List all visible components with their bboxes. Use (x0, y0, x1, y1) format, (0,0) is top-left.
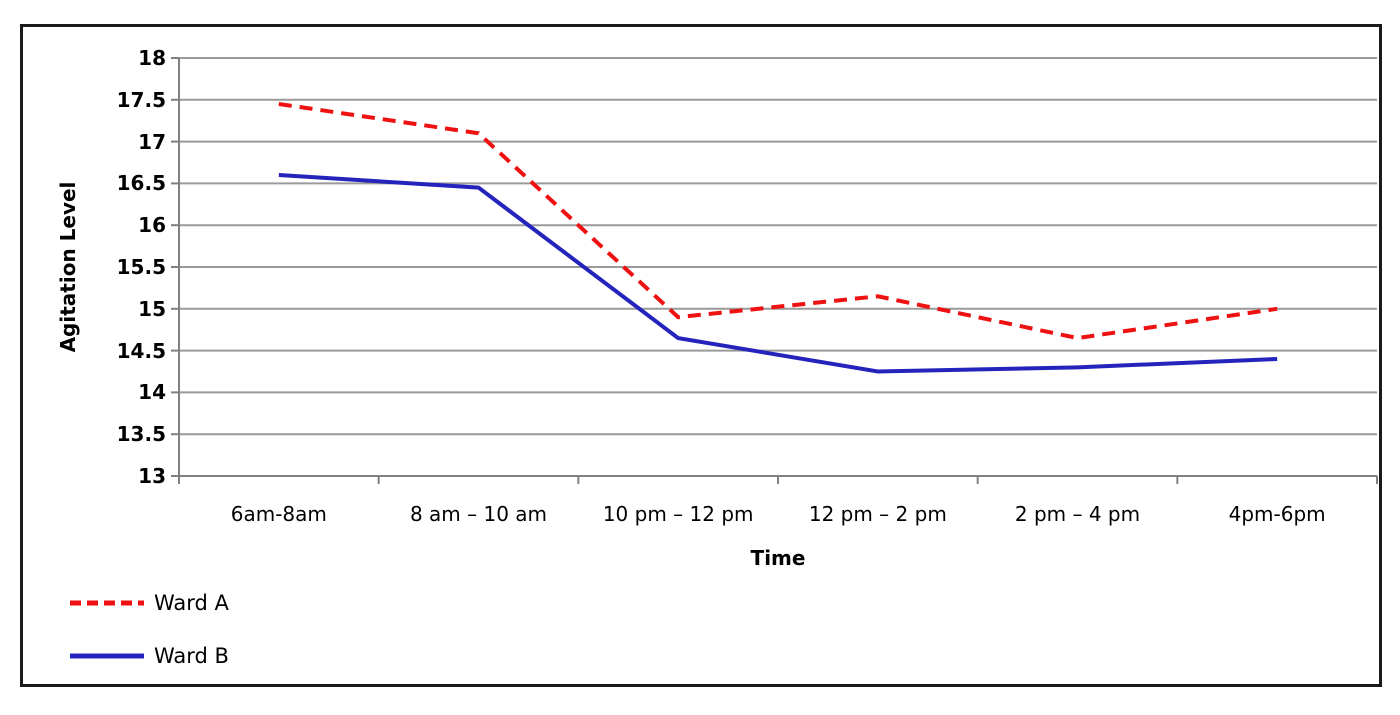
y-tick-label: 16 (138, 213, 166, 238)
chart-frame (20, 24, 1382, 687)
x-category-label: 2 pm – 4 pm (1014, 502, 1141, 526)
series-line-ward-a (278, 102, 1278, 341)
legend-label-ward-b: Ward B (154, 644, 229, 668)
legend-item-ward-b: Ward B (70, 644, 229, 668)
x-category-label: 10 pm – 12 pm (602, 502, 754, 526)
y-tick-label: 16.5 (116, 171, 166, 196)
legend-label-ward-a: Ward A (154, 591, 229, 615)
y-tick-label: 18 (138, 46, 166, 70)
x-category-label: 4pm-6pm (1228, 502, 1326, 526)
y-tick-label: 15 (138, 296, 166, 321)
legend-line-swatch-ward-a (70, 600, 144, 606)
legend-line-swatch-ward-b (70, 653, 144, 659)
y-tick-label: 17 (138, 129, 166, 154)
x-category-label: 6am-8am (230, 502, 327, 526)
y-tick-label: 14 (138, 380, 166, 405)
y-tick-label: 13.5 (116, 422, 166, 447)
y-tick-label: 13 (138, 464, 166, 488)
x-category-label: 8 am – 10 am (409, 502, 548, 526)
x-category-label: 12 pm – 2 pm (808, 502, 947, 526)
y-axis-title: Agitation Level (56, 181, 80, 353)
legend-item-ward-a: Ward A (70, 591, 229, 615)
series-line-ward-b (278, 173, 1278, 374)
x-axis-title: Time (750, 546, 806, 570)
y-tick-label: 17.5 (116, 87, 166, 112)
y-tick-label: 15.5 (116, 255, 166, 279)
y-tick-label: 14.5 (116, 338, 166, 363)
